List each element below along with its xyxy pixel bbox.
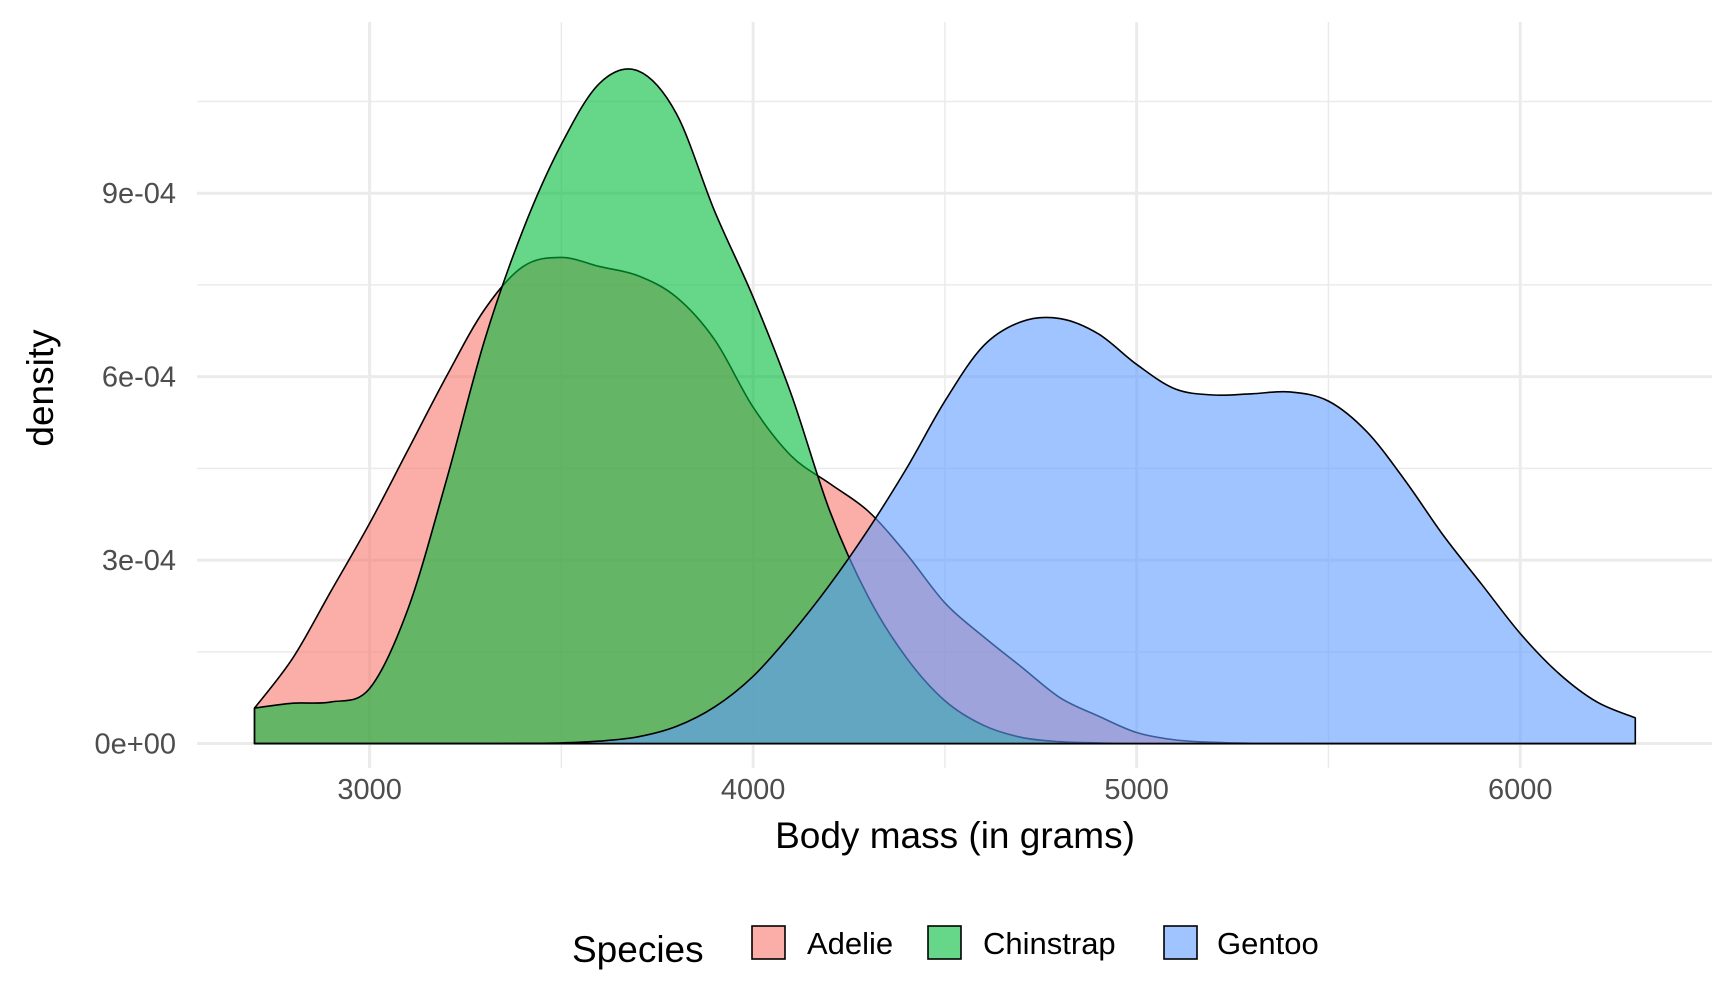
y-tick-label: 9e-04 [102,178,176,210]
y-axis-title: density [20,329,61,447]
y-tick-label: 0e+00 [95,729,176,761]
y-axis-ticks: 0e+00 3e-04 6e-04 9e-04 [95,178,176,760]
legend-key-adelie [751,925,786,960]
x-tick-label: 5000 [1104,774,1169,806]
y-tick-label: 3e-04 [102,545,176,577]
x-tick-label: 3000 [337,774,402,806]
legend-key-gentoo [1163,925,1198,960]
legend-label-chinstrap: Chinstrap [983,926,1116,961]
x-axis-title: Body mass (in grams) [775,815,1135,856]
legend-label-adelie: Adelie [807,926,893,961]
y-tick-label: 6e-04 [102,362,176,394]
legend-label-gentoo: Gentoo [1217,926,1319,961]
x-tick-label: 4000 [721,774,786,806]
x-axis-ticks: 3000 4000 5000 6000 [337,774,1552,806]
density-area-gentoo [253,316,1637,745]
x-tick-label: 6000 [1488,774,1553,806]
density-areas [253,68,1637,745]
legend: Species Adelie Chinstrap Gentoo [572,925,1319,970]
legend-key-chinstrap [927,925,962,960]
legend-title: Species [572,929,704,970]
